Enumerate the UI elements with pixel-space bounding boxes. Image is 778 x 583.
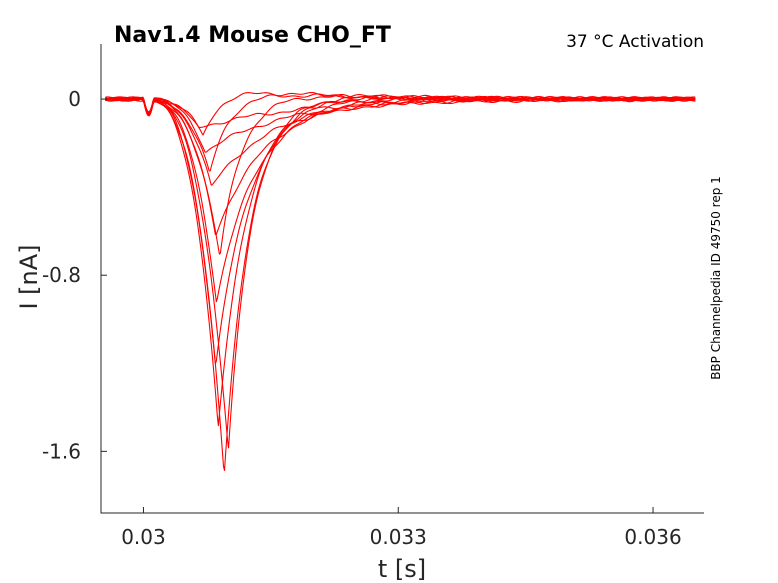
chart-title: Nav1.4 Mouse CHO_FT	[114, 23, 391, 48]
current-trace	[105, 91, 696, 136]
x-axis-ticks: 0.03 0.033 0.036	[121, 507, 682, 549]
chart-subtitle: 37 °C Activation	[566, 32, 704, 52]
y-tick-label: 0	[68, 87, 81, 111]
x-tick-label: 0.036	[624, 525, 681, 549]
y-axis-ticks: 0 -0.8 -1.6	[42, 87, 107, 463]
axis-frame	[100, 44, 704, 514]
current-trace	[105, 93, 696, 172]
x-tick-label: 0.03	[121, 525, 166, 549]
current-trace	[105, 95, 696, 471]
y-axis-label: I [nA]	[15, 244, 43, 309]
current-traces	[105, 91, 696, 471]
current-trace	[105, 96, 696, 128]
channelpedia-id-note: BBP Channelpedia ID 49750 rep 1	[709, 176, 723, 380]
x-axis-label: t [s]	[378, 555, 426, 583]
x-tick-label: 0.033	[370, 525, 427, 549]
y-tick-label: -1.6	[42, 439, 81, 463]
current-trace	[105, 95, 696, 449]
y-tick-label: -0.8	[42, 263, 81, 287]
